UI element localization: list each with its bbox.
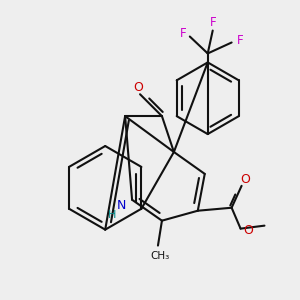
Text: N: N (116, 199, 126, 212)
Text: H: H (108, 210, 116, 220)
Text: O: O (241, 173, 250, 186)
Text: O: O (244, 224, 254, 237)
Text: F: F (209, 16, 216, 29)
Text: CH₃: CH₃ (150, 250, 170, 260)
Text: O: O (133, 81, 143, 94)
Text: F: F (179, 27, 186, 40)
Text: F: F (237, 34, 244, 47)
